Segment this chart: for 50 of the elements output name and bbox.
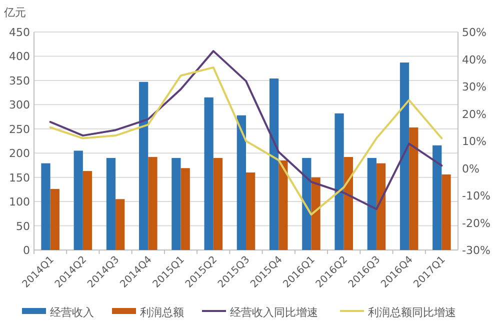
bar xyxy=(278,160,288,250)
bar xyxy=(334,113,344,250)
y2-tick-label: 20% xyxy=(462,108,486,121)
bar xyxy=(41,163,50,250)
y-tick-label: 200 xyxy=(9,147,30,160)
bar xyxy=(139,82,148,250)
y-tick-label: 400 xyxy=(9,50,30,64)
y-tick-label: 250 xyxy=(9,122,30,136)
bar xyxy=(172,158,181,250)
y2-tick-label: 40% xyxy=(462,53,486,66)
legend-label: 经营收入 xyxy=(50,306,94,319)
legend-label: 利润总额同比增速 xyxy=(368,306,456,319)
bar xyxy=(82,171,92,250)
bar xyxy=(148,156,158,250)
y2-tick-label: 10% xyxy=(462,135,486,148)
bar xyxy=(432,145,442,250)
bar xyxy=(311,177,320,250)
y-tick-label: 100 xyxy=(9,196,30,209)
bar xyxy=(116,199,125,250)
bar xyxy=(213,158,223,250)
legend-label: 经营收入同比增速 xyxy=(230,306,318,319)
bar xyxy=(344,156,353,250)
bar xyxy=(246,172,256,250)
y-tick-label: 350 xyxy=(9,74,30,88)
y2-tick-label: 50% xyxy=(462,26,486,39)
legend-label: 利润总额 xyxy=(140,306,184,319)
bar xyxy=(269,78,279,250)
bar xyxy=(409,127,418,250)
bar xyxy=(367,158,376,250)
bar xyxy=(204,97,214,250)
bar xyxy=(442,174,451,250)
y2-tick-label: 30% xyxy=(462,80,486,94)
y2-tick-label: -10% xyxy=(462,190,490,202)
bar xyxy=(302,158,312,250)
y2-tick-label: -20% xyxy=(462,216,490,230)
bar xyxy=(400,62,410,250)
bar xyxy=(180,168,190,250)
y-tick-label: 450 xyxy=(9,26,30,39)
bar xyxy=(106,158,116,250)
bar xyxy=(50,188,60,250)
y-tick-label: 0 xyxy=(23,244,30,257)
y2-tick-label: 0% xyxy=(462,162,480,176)
bar xyxy=(236,115,246,250)
bar xyxy=(376,163,386,250)
y-tick-label: 300 xyxy=(9,98,30,112)
y-tick-label: 50 xyxy=(16,220,30,233)
y2-tick-label: -30% xyxy=(462,244,490,257)
y-tick-label: 150 xyxy=(9,171,30,184)
y-axis-title: 亿元 xyxy=(3,6,26,19)
bar xyxy=(74,150,83,250)
